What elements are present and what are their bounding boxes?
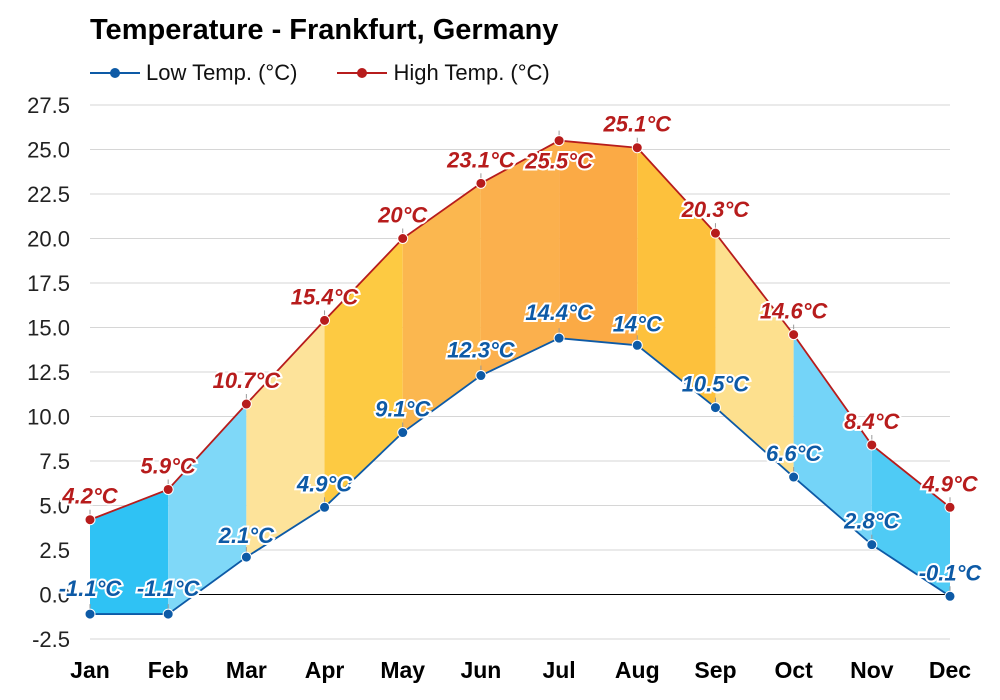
x-tick-label: Mar xyxy=(226,657,267,683)
legend-item-low: Low Temp. (°C) xyxy=(90,60,297,86)
y-tick-label: 15.0 xyxy=(27,316,70,341)
temp-band xyxy=(246,320,325,558)
x-tick-label: Dec xyxy=(929,657,971,683)
legend-item-high: High Temp. (°C) xyxy=(337,60,550,86)
high-temp-point xyxy=(475,177,487,189)
high-temp-label: 10.7°C xyxy=(213,368,282,393)
high-temp-point xyxy=(944,501,956,513)
low-temp-label: 10.5°C xyxy=(682,372,751,397)
high-temp-point xyxy=(788,329,800,341)
chart-title: Temperature - Frankfurt, Germany xyxy=(90,14,559,46)
temp-band xyxy=(402,183,481,433)
y-tick-label: 7.5 xyxy=(39,449,70,474)
x-tick-label: Sep xyxy=(694,657,736,683)
low-temp-point xyxy=(84,608,96,620)
low-temp-line xyxy=(90,337,951,615)
high-temp-point xyxy=(397,233,409,244)
temp-band xyxy=(90,489,169,615)
low-temp-label: 14°C xyxy=(613,311,663,336)
temp-band xyxy=(637,147,716,408)
low-temp-label: -1.1°C xyxy=(137,576,201,601)
y-tick-label: 10.0 xyxy=(27,405,70,430)
y-tick-label: 17.5 xyxy=(27,271,70,296)
low-temp-point xyxy=(944,590,956,602)
low-temp-label: 12.3°C xyxy=(447,338,516,363)
low-temp-label: 9.1°C xyxy=(375,397,431,422)
low-temp-label: 4.9°C xyxy=(296,471,353,496)
low-temp-point xyxy=(397,427,409,439)
high-temp-label: 5.9°C xyxy=(141,453,197,478)
temp-band xyxy=(324,238,403,508)
low-temp-label: 14.4°C xyxy=(525,300,594,325)
legend-high-swatch xyxy=(337,68,388,78)
high-temp-label: 20.3°C xyxy=(681,197,751,222)
low-temp-point xyxy=(631,339,643,351)
x-tick-label: Feb xyxy=(148,657,189,683)
low-temp-label: -1.1°C xyxy=(59,576,123,601)
x-tick-label: Nov xyxy=(850,657,894,683)
temp-band xyxy=(715,233,794,478)
x-tick-label: Jan xyxy=(70,657,110,683)
high-temp-point xyxy=(162,483,174,495)
low-temp-label: 6.6°C xyxy=(766,441,822,466)
legend-high-label: High Temp. (°C) xyxy=(393,60,550,85)
low-temp-label: -0.1°C xyxy=(919,560,983,585)
low-temp-point xyxy=(866,539,878,551)
low-temp-point xyxy=(319,501,331,513)
high-temp-point xyxy=(709,227,721,239)
y-tick-label: 12.5 xyxy=(27,360,70,385)
x-tick-label: Aug xyxy=(615,657,660,683)
x-tick-label: Jun xyxy=(460,657,501,683)
high-temp-label: 14.6°C xyxy=(760,299,829,324)
y-tick-label: 20.0 xyxy=(27,227,70,252)
high-temp-point xyxy=(240,398,252,410)
high-temp-label: 4.9°C xyxy=(921,471,978,496)
legend-low-swatch xyxy=(90,68,140,78)
high-temp-line xyxy=(89,139,951,521)
low-temp-point xyxy=(162,608,174,620)
y-tick-label: -2.5 xyxy=(32,627,70,652)
x-tick-label: Apr xyxy=(305,657,345,683)
temp-band xyxy=(559,140,638,346)
high-temp-label: 4.2°C xyxy=(61,484,118,509)
high-temp-point xyxy=(631,142,643,154)
high-temp-label: 20°C xyxy=(377,203,428,228)
legend: Low Temp. (°C) High Temp. (°C) xyxy=(90,60,590,86)
temp-band xyxy=(480,140,560,376)
temp-band xyxy=(871,444,950,597)
high-temp-label: 25.5°C xyxy=(524,149,594,174)
low-temp-point xyxy=(475,370,487,382)
high-temp-point xyxy=(553,135,565,147)
y-tick-label: 22.5 xyxy=(27,182,70,207)
y-tick-label: 5.0 xyxy=(39,494,70,519)
high-temp-label: 23.1°C xyxy=(446,147,516,172)
low-temp-point xyxy=(240,551,252,563)
low-temp-point xyxy=(553,332,565,344)
y-tick-label: 25.0 xyxy=(27,138,70,163)
low-temp-label: 2.1°C xyxy=(218,523,275,548)
x-tick-label: Jul xyxy=(542,657,575,683)
temp-band xyxy=(168,404,247,615)
y-tick-label: 2.5 xyxy=(39,538,70,563)
high-temp-label: 15.4°C xyxy=(291,284,360,309)
high-temp-point xyxy=(866,439,878,451)
low-temp-point xyxy=(788,471,800,483)
high-temp-point xyxy=(84,514,96,526)
y-tick-label: 27.5 xyxy=(27,93,70,118)
low-temp-point xyxy=(709,402,721,414)
temp-band xyxy=(793,334,872,545)
high-temp-label: 25.1°C xyxy=(603,112,673,137)
high-temp-point xyxy=(319,314,331,326)
x-tick-label: May xyxy=(380,657,425,683)
x-tick-label: Oct xyxy=(774,657,813,683)
high-temp-label: 8.4°C xyxy=(844,409,900,434)
legend-low-label: Low Temp. (°C) xyxy=(146,60,298,85)
y-tick-label: 0.0 xyxy=(39,583,70,608)
low-temp-label: 2.8°C xyxy=(843,509,900,534)
